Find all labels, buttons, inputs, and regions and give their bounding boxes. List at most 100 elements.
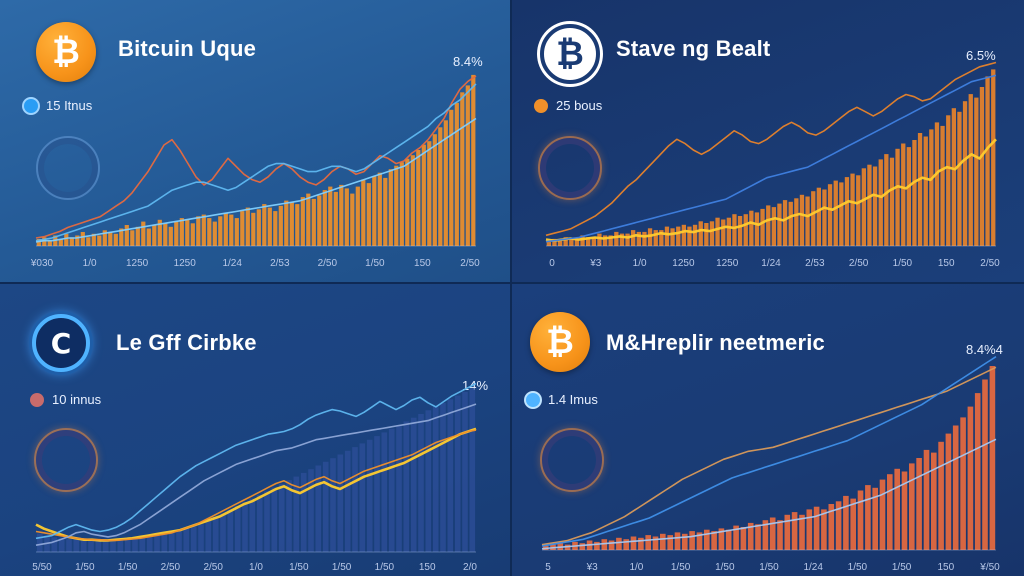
chart-bar — [872, 166, 878, 246]
chart-panel-1: ₿ Bitcuin Uque 15 Itnus 8.4% ¥030 1/0 1250… — [0, 0, 510, 282]
panel-title: M&Hreplir neetmeric — [606, 330, 825, 355]
x-tick-label: 1/0 — [633, 258, 647, 269]
legend: 25 bous — [534, 98, 602, 113]
chart-bar — [449, 109, 454, 246]
emblem-icon — [540, 428, 604, 492]
chart-bar — [240, 211, 245, 246]
chart-bar — [938, 441, 944, 550]
chart-bar — [157, 219, 162, 246]
chart-bar — [625, 233, 630, 246]
series-line-3 — [545, 74, 997, 243]
chart-bar — [102, 230, 107, 246]
chart-bar — [762, 520, 769, 550]
chart-bar — [982, 379, 988, 550]
chart-bar — [278, 205, 283, 246]
x-tick-label: 5 — [545, 562, 551, 573]
x-tick-label: 1250 — [672, 258, 695, 269]
chart-bar — [951, 108, 956, 246]
x-tick-label: 2/50 — [203, 562, 223, 573]
chart-bar — [117, 540, 124, 552]
chart-bar — [337, 454, 344, 552]
chart-bar — [388, 169, 393, 246]
chart-bar — [967, 406, 974, 550]
chart-bar — [591, 237, 596, 246]
chart-bar — [940, 125, 945, 246]
chart-bar — [614, 231, 619, 246]
chart-plot: ¥030 1/0 1250 1250 1/24 2/53 2/50 1/50 150 2/50 — [30, 74, 480, 269]
chart-bar — [784, 514, 791, 550]
chart-bar — [262, 204, 267, 246]
chart-bar — [135, 226, 140, 246]
x-tick-label: 1/50 — [118, 562, 138, 573]
chart-bar — [740, 527, 747, 550]
emblem-icon — [538, 136, 602, 200]
percent-label: 8.4%4 — [966, 342, 1003, 357]
chart-bar — [462, 391, 468, 552]
chart-bar — [405, 158, 410, 246]
chart-bar — [328, 186, 333, 246]
chart-bar — [689, 531, 695, 550]
chart-bar — [284, 200, 289, 246]
chart-bar — [839, 182, 844, 246]
chart-bar — [674, 532, 681, 550]
x-tick-label: 150 — [938, 258, 955, 269]
chart-bar — [794, 198, 799, 246]
chart-bar — [755, 524, 761, 550]
chart-bar — [80, 540, 87, 552]
x-tick-label: 150 — [937, 562, 954, 573]
chart-bar — [682, 533, 688, 550]
chart-bar — [934, 122, 940, 246]
chart-bar — [952, 425, 959, 550]
chart-bar — [782, 200, 788, 246]
x-tick-label: 1/50 — [759, 562, 779, 573]
chart-panel-3: C Le Gff Cirbke 10 innus 14% 5/50 1/50 1/5… — [0, 284, 510, 576]
chart-bar — [286, 480, 292, 552]
chart-bar — [676, 226, 681, 246]
chart-bar — [330, 458, 336, 552]
chart-bar — [97, 235, 102, 246]
x-tick-label: 5/50 — [32, 562, 52, 573]
chart-bar — [580, 235, 585, 246]
chart-bar — [418, 414, 424, 552]
chart-bar — [352, 447, 358, 552]
chart-bar — [447, 399, 454, 552]
bitcoin-icon: ₿ — [540, 24, 600, 84]
chart-bar — [909, 463, 915, 550]
chart-bar — [733, 525, 739, 550]
chart-bar — [102, 541, 109, 552]
chart-bar — [350, 193, 355, 246]
chart-bar — [857, 490, 864, 550]
series-line-1 — [541, 366, 997, 546]
chart-bar — [295, 204, 300, 246]
chart-plot: 5/50 1/50 1/50 2/50 2/50 1/0 1/50 1/50 1/50 150 2/… — [32, 382, 477, 573]
chart-bar — [850, 173, 855, 246]
x-tick-label: 1/50 — [892, 562, 912, 573]
chart-bar — [574, 238, 580, 246]
chart-bar — [901, 143, 906, 246]
series-line-4 — [35, 403, 477, 546]
chart-bar — [425, 410, 432, 552]
chart-bar — [811, 191, 816, 246]
chart-bar — [359, 443, 366, 552]
chart-bar — [743, 214, 748, 246]
chart-bar — [844, 177, 850, 246]
chart-bar — [95, 541, 102, 552]
chart-bar — [760, 208, 765, 246]
panel-title: Le Gff Cirbke — [116, 330, 257, 355]
chart-bar — [985, 76, 990, 247]
chart-bar — [196, 216, 201, 246]
x-tick-label: 2/50 — [849, 258, 869, 269]
x-tick-label: ¥3 — [586, 562, 599, 573]
chart-bar — [769, 517, 776, 550]
chart-bar — [732, 214, 737, 246]
chart-bar — [989, 366, 996, 550]
chart-bar — [317, 195, 322, 246]
legend-dot — [24, 98, 38, 113]
chart-bar — [58, 538, 65, 552]
chart-bar — [91, 233, 96, 246]
chart-bar — [652, 536, 659, 550]
x-tick-label: 2/53 — [805, 258, 825, 269]
chart-bar — [256, 209, 261, 246]
chart-bar — [438, 127, 443, 246]
chart-bar — [300, 197, 305, 246]
